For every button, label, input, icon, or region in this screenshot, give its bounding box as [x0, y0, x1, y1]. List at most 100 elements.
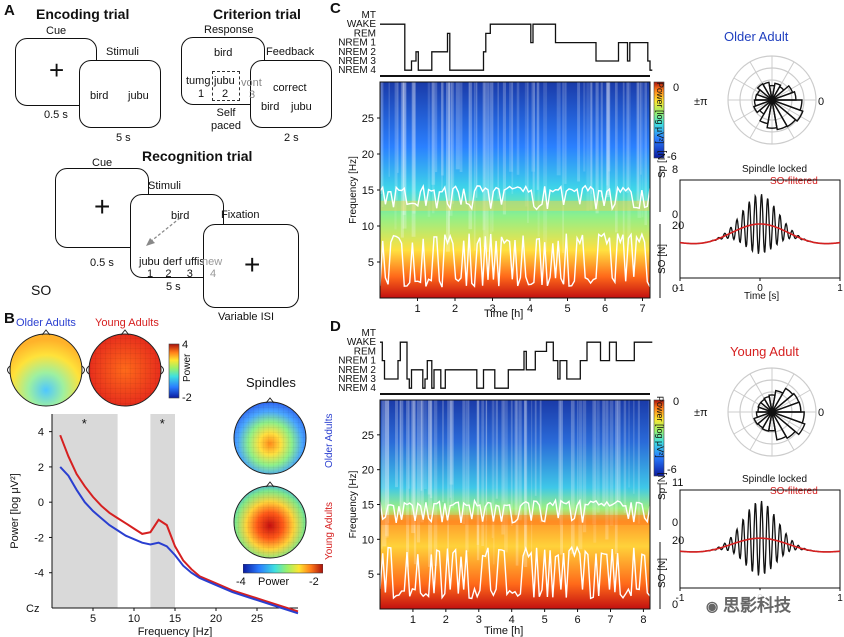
criterion-fb-word-a: bird: [261, 101, 280, 113]
stage-label: NREM 1: [338, 356, 376, 367]
spectrogram-streak: [533, 82, 535, 172]
spectrogram-streak: [433, 400, 438, 566]
spectrogram-streak: [527, 82, 529, 223]
encoding-stimuli-label: Stimuli: [106, 46, 140, 58]
power-topomaps: [7, 329, 180, 407]
spectrogram-streak: [476, 400, 480, 545]
stage-label: WAKE: [347, 337, 376, 348]
criterion-feedback-label: Feedback: [266, 46, 315, 58]
criterion-num-1: 1: [198, 88, 205, 100]
polar-bin: [771, 411, 806, 436]
stage-label: REM: [354, 28, 376, 39]
freq-tick-label: 10: [362, 221, 374, 233]
freq-tick-label: 5: [368, 569, 374, 581]
spectrogram-streak: [483, 82, 487, 248]
time-axis-label-c: Time [h]: [484, 308, 524, 320]
x-tick-label: 10: [128, 613, 140, 625]
spectrogram-streak: [626, 82, 629, 193]
stage-label: NREM 4: [338, 65, 376, 76]
spectrogram-streak: [462, 400, 466, 525]
time-tick-label: 4: [509, 614, 515, 626]
freq-axis-label: Frequency [Hz]: [348, 156, 359, 224]
legend-spindle-d: Spindle locked: [742, 474, 808, 485]
spectrogram-streak: [473, 82, 476, 251]
polar-left-d: ±π: [694, 407, 708, 419]
polar-bin: [771, 99, 804, 123]
erp-tick-label: 1: [837, 593, 843, 604]
spectrogram-streak: [637, 82, 642, 218]
panel-letter-a: A: [4, 2, 15, 19]
y-tick-label: 0: [38, 497, 44, 509]
spectrogram-streak: [449, 400, 452, 498]
topo-older-label: Older Adults: [16, 317, 76, 329]
spectrogram-streak: [596, 400, 600, 513]
stage-label: MT: [362, 10, 376, 21]
erp-tick-label: -1: [676, 283, 685, 294]
spectrogram-streak: [536, 82, 539, 190]
polar-bin: [771, 99, 788, 131]
spectrogram-streak: [381, 400, 383, 549]
spectrogram-streak: [491, 82, 493, 206]
freq-tick-label: 15: [362, 185, 374, 197]
spectrogram-streak: [487, 82, 492, 203]
topo-cb-title: Power: [182, 353, 193, 382]
spindle-topomap-older: [233, 397, 307, 475]
freq-tick-label: 25: [362, 113, 374, 125]
spectrogram-streak: [614, 400, 618, 555]
spectrogram-streak: [468, 400, 470, 505]
so-min-c: 0: [672, 283, 679, 295]
time-tick-label: 6: [602, 303, 608, 315]
polar-bin: [752, 99, 773, 114]
sp-max-d: 11: [672, 477, 684, 489]
freq-tick-label: 15: [362, 500, 374, 512]
spectrogram-streak: [501, 400, 505, 535]
topo-colorbar: [168, 343, 180, 399]
polar-spoke: [733, 77, 773, 101]
spectrogram-streak: [606, 82, 609, 186]
spectrogram-streak: [492, 400, 495, 565]
spectrogram-streak: [531, 400, 533, 556]
spindle-count-trace: [379, 498, 651, 524]
power-colorbar: [653, 399, 665, 477]
recognition-stimuli-label: Stimuli: [148, 180, 182, 192]
legend-so-d: SO-filtered: [770, 486, 818, 497]
sp-min-d: 0: [672, 517, 679, 529]
criterion-feedback-screen: vont 3 correct bird jubu: [241, 60, 332, 128]
spectrogram-streak: [475, 82, 478, 198]
star-2: *: [160, 416, 165, 431]
spectrogram-streak: [442, 400, 444, 503]
spectrogram-streak: [589, 82, 593, 210]
spectrogram-streak: [402, 82, 407, 229]
stage-label: NREM 1: [338, 38, 376, 49]
criterion-correct: correct: [273, 82, 307, 94]
spectrogram-streak: [518, 400, 522, 521]
polar-bin: [771, 90, 797, 101]
encoding-stimuli-screen: bird jubu: [79, 60, 161, 128]
group-label-c: Older Adult: [724, 29, 789, 44]
spectrogram-streak: [595, 82, 599, 214]
so-count-trace: [379, 232, 651, 288]
stage-label: NREM 3: [338, 56, 376, 67]
polar-bin: [761, 411, 773, 432]
spindle-topomaps: [233, 397, 307, 559]
freq-tick-label: 20: [362, 465, 374, 477]
stage-label: NREM 4: [338, 383, 376, 394]
spectrogram-streak: [447, 82, 450, 243]
so-filtered-trace: [679, 537, 841, 553]
spectrogram-streak: [592, 400, 596, 525]
panel-letter-d: D: [330, 318, 341, 335]
spectrogram-streak: [476, 400, 480, 561]
spectrogram-streak: [558, 400, 561, 520]
spectrogram-streak: [576, 400, 579, 508]
polar-spoke: [733, 411, 773, 435]
legend-spindle-c: Spindle locked: [742, 164, 808, 175]
so-count-trace: [379, 545, 651, 600]
x-tick-label: 20: [210, 613, 222, 625]
spectrogram-streak: [416, 400, 421, 543]
spectrogram-streak: [534, 400, 537, 496]
spectrogram-streak: [627, 82, 631, 245]
x-tick-label: 5: [90, 613, 96, 625]
spectrogram-streak: [640, 82, 642, 175]
spectrogram-streak: [447, 400, 449, 550]
spectrogram-streak: [539, 400, 542, 523]
